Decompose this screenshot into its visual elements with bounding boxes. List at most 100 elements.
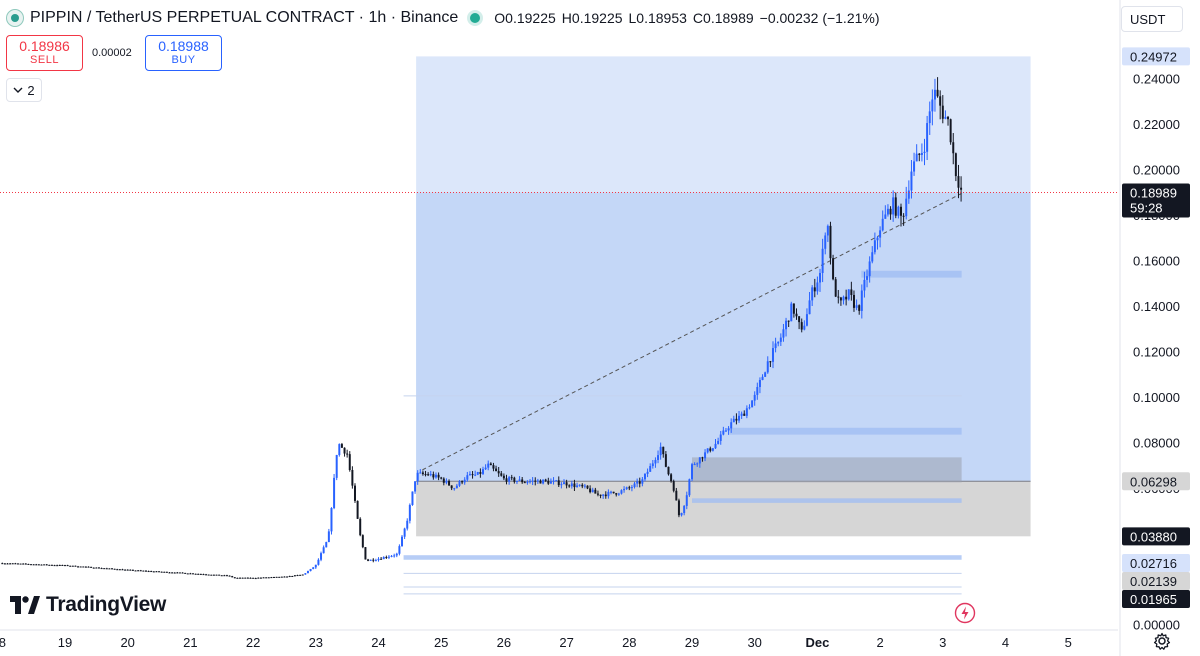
candle-body [387,556,390,558]
candle-body [536,480,539,482]
candle-body [320,553,323,560]
candle-body [858,305,861,311]
time-tick-label: 20 [120,635,134,650]
candle-body [50,564,53,566]
candle-body [534,480,537,482]
candle-body [646,471,649,474]
candle-body [163,571,166,573]
candle-body [301,574,304,576]
zone-blue [692,498,962,503]
candle-body [168,572,171,574]
candle-body [920,152,923,155]
candle-body [659,446,662,456]
zone-rectangles [403,270,962,595]
candle-body [751,400,754,408]
candle-body [299,574,302,576]
price-axis[interactable]: 0.240000.220000.200000.180000.160000.140… [1119,0,1180,656]
price-label-text: 0.03880 [1130,529,1177,544]
candle-body [570,483,573,487]
candle-body [918,153,921,155]
candle-body [218,574,221,576]
buy-button[interactable]: 0.18988 BUY [145,35,222,71]
price-tick-label: 0.12000 [1133,345,1180,360]
candle-body [868,261,871,277]
ohlc-low: L0.18953 [628,10,687,26]
candle-body [677,500,680,516]
price-label-text: 0.24972 [1130,49,1177,64]
candle-body [549,481,552,484]
current-price-box [1122,183,1190,218]
candle-body [408,504,411,521]
candle-body [900,206,902,216]
candle-body [432,474,435,478]
candle-body [568,485,571,487]
time-tick-label: 19 [58,635,72,650]
candle-body [233,577,236,579]
candle-body [19,563,22,565]
time-axis[interactable]: 8 19 20 21 22 23 24 25 26 27 28 29 30 Dec 2 3 4 5 [0,629,1118,650]
candle-body [356,500,359,519]
candle-body [3,563,6,565]
candle-body [393,555,396,557]
lightning-icon[interactable] [954,602,976,624]
gear-icon[interactable] [1153,632,1171,650]
candle-body [27,563,30,565]
time-tick-label: 8 [0,635,6,650]
candle-body [74,565,77,567]
price-tick-label: 0.14000 [1133,299,1180,314]
candle-body [202,574,205,576]
candle-body [280,576,283,578]
candle-body [129,569,132,571]
candle-body [745,408,748,416]
price-tick-label: 0.08000 [1133,436,1180,451]
candle-body [649,466,652,472]
candle-body [489,463,492,466]
candle-body [628,487,631,489]
candle-body [207,574,210,576]
candle-body [416,472,419,482]
candle-body [471,474,474,476]
candle-body [241,577,244,579]
candle-body [902,215,905,217]
tradingview-logo[interactable]: TradingView [10,593,166,617]
symbol-logo-icon [6,9,24,27]
long-position-tool[interactable] [416,56,1031,537]
candle-body [137,570,140,572]
zone-gray [692,457,962,483]
candle-body [529,481,532,483]
candle-body [947,116,950,120]
current-price-text: 0.18989 [1130,186,1177,201]
candle-body [103,568,106,570]
sell-button[interactable]: 0.18986 SELL [6,35,83,71]
candle-body [907,190,910,199]
candle-body [205,574,208,576]
candle-body [641,479,644,484]
candle-body [785,320,788,330]
candle-body [374,560,377,562]
candle-body [701,457,704,459]
tradingview-logo-icon [10,596,40,614]
candle-body [340,444,343,448]
candle-body [288,576,291,578]
candle-body [484,467,487,470]
candle-body [960,187,963,190]
candle-body [220,575,223,577]
candle-body [576,485,579,488]
candle-body [753,394,756,401]
candle-body [738,415,741,421]
candle-body [876,237,879,241]
indicators-toggle[interactable]: 2 [6,78,42,102]
price-tick-label: 0.00000 [1133,618,1180,633]
currency-select[interactable]: USDT [1121,6,1183,32]
candle-body [717,440,720,444]
time-tick-label: 22 [246,635,260,650]
candle-body [583,485,586,487]
price-label-text: 0.02716 [1130,556,1177,571]
symbol-title[interactable]: PIPPIN / TetherUS PERPETUAL CONTRACT · 1… [30,9,459,26]
candle-body [244,577,247,579]
candle-body [304,573,307,575]
ohlc-open: O0.19225 [494,10,556,26]
candle-body [158,571,161,573]
candle-body [348,454,351,471]
